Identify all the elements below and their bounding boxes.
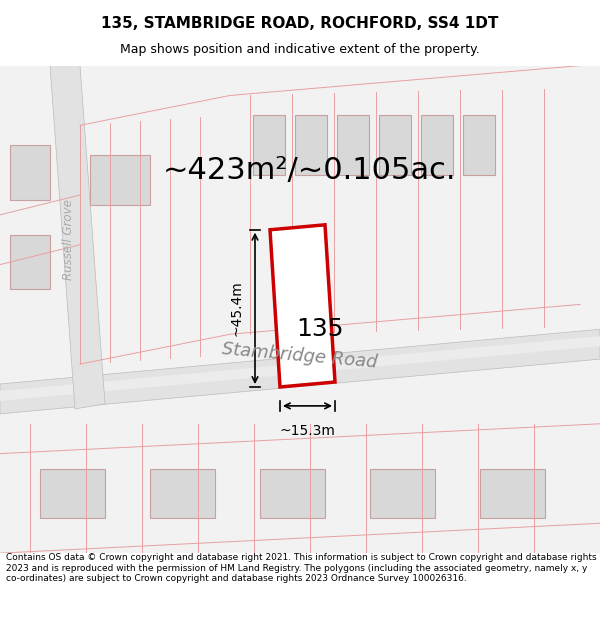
Bar bbox=[463, 116, 495, 175]
Text: ~15.3m: ~15.3m bbox=[280, 424, 335, 438]
Bar bbox=[90, 155, 150, 205]
Bar bbox=[379, 116, 411, 175]
Bar bbox=[150, 469, 215, 518]
Text: Map shows position and indicative extent of the property.: Map shows position and indicative extent… bbox=[120, 42, 480, 56]
Bar bbox=[295, 116, 327, 175]
Bar bbox=[10, 145, 50, 200]
Text: Russell Grove: Russell Grove bbox=[62, 199, 74, 280]
Polygon shape bbox=[0, 329, 600, 414]
Text: Contains OS data © Crown copyright and database right 2021. This information is : Contains OS data © Crown copyright and d… bbox=[6, 553, 596, 583]
Bar bbox=[10, 235, 50, 289]
Text: Stambridge Road: Stambridge Road bbox=[221, 341, 379, 372]
Bar bbox=[40, 469, 105, 518]
Bar bbox=[253, 116, 285, 175]
Bar bbox=[480, 469, 545, 518]
Text: ~45.4m: ~45.4m bbox=[229, 281, 243, 336]
Text: 135: 135 bbox=[296, 318, 344, 341]
Bar bbox=[260, 469, 325, 518]
Text: ~423m²/~0.105ac.: ~423m²/~0.105ac. bbox=[163, 156, 457, 184]
Polygon shape bbox=[270, 225, 335, 387]
Bar bbox=[337, 116, 369, 175]
Bar bbox=[370, 469, 435, 518]
Polygon shape bbox=[50, 66, 105, 409]
Text: 135, STAMBRIDGE ROAD, ROCHFORD, SS4 1DT: 135, STAMBRIDGE ROAD, ROCHFORD, SS4 1DT bbox=[101, 16, 499, 31]
Bar bbox=[421, 116, 453, 175]
Polygon shape bbox=[0, 336, 600, 401]
